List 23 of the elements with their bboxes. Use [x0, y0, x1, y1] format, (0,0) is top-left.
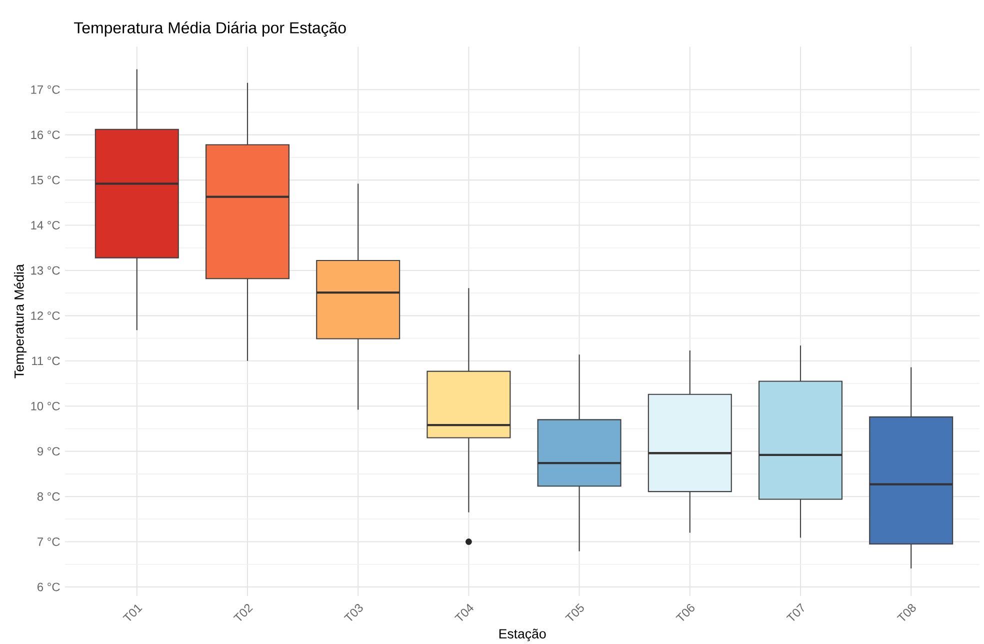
y-tick-label: 13 °C [31, 266, 60, 275]
x-tick-label: T04 [454, 604, 474, 621]
y-tick-label: 16 °C [31, 130, 60, 140]
y-tick-label: 15 °C [31, 176, 60, 184]
y-tick-label: 9 °C [37, 447, 60, 456]
x-tick-label: T02 [233, 604, 253, 621]
y-tick-label: 14 °C [31, 221, 60, 230]
chart-title: Temperatura Média Diária por Estação [74, 22, 346, 37]
y-tick-label: 11 °C [32, 356, 60, 366]
x-tick-label: T08 [896, 604, 916, 621]
x-tick-label: T01 [122, 604, 142, 621]
x-tick-label: T06 [676, 604, 694, 621]
x-axis-title: Estação [499, 628, 546, 642]
y-tick-label: 10 °C [31, 402, 60, 410]
x-tick-label: T03 [344, 604, 363, 621]
y-axis-title: Temperatura Média [14, 264, 26, 378]
x-tick-label: T07 [786, 603, 804, 621]
y-tick-label: 17 °C [31, 85, 60, 94]
y-tick-label: 8 °C [37, 492, 60, 501]
y-tick-label: 6 °C [38, 582, 60, 592]
x-tick-label: T05 [565, 603, 584, 621]
y-tick-label: 12 °C [31, 311, 60, 320]
y-tick-label: 7 °C [38, 538, 60, 546]
